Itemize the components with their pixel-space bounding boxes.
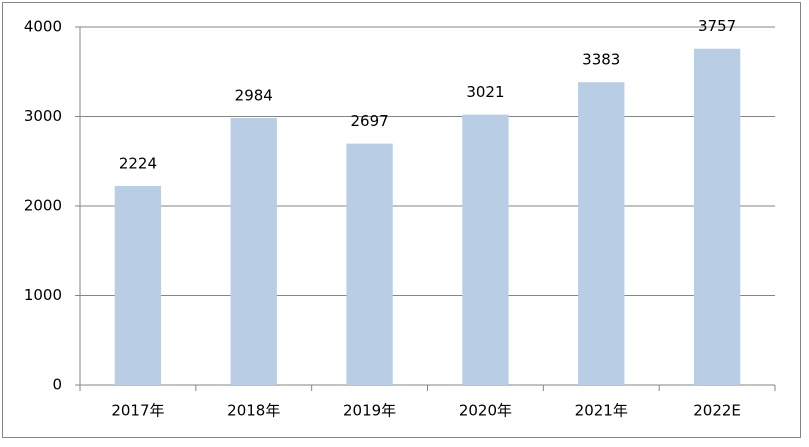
x-tick-label: 2018年 [227,402,280,420]
data-label: 3757 [698,17,736,35]
bar [462,114,509,386]
x-tick-label: 2020年 [459,402,512,420]
data-label: 3021 [466,83,504,101]
bar [693,48,741,385]
x-tick-label: 2021年 [575,402,628,420]
data-label: 3383 [582,51,620,69]
y-tick-label: 3000 [24,107,62,125]
y-tick-label: 0 [52,376,62,394]
x-tick-label: 2022E [693,402,741,420]
data-label: 2697 [350,112,388,130]
data-label: 2984 [235,86,273,104]
bar [230,117,277,385]
bar [114,185,162,385]
y-tick-label: 2000 [24,197,62,215]
x-tick-label: 2019年 [343,402,396,420]
x-tick-label: 2017年 [111,402,164,420]
y-tick-label: 1000 [24,286,62,304]
y-tick-label: 4000 [24,18,62,36]
bar [578,82,625,385]
bar [346,143,393,385]
data-label: 2224 [119,154,157,172]
